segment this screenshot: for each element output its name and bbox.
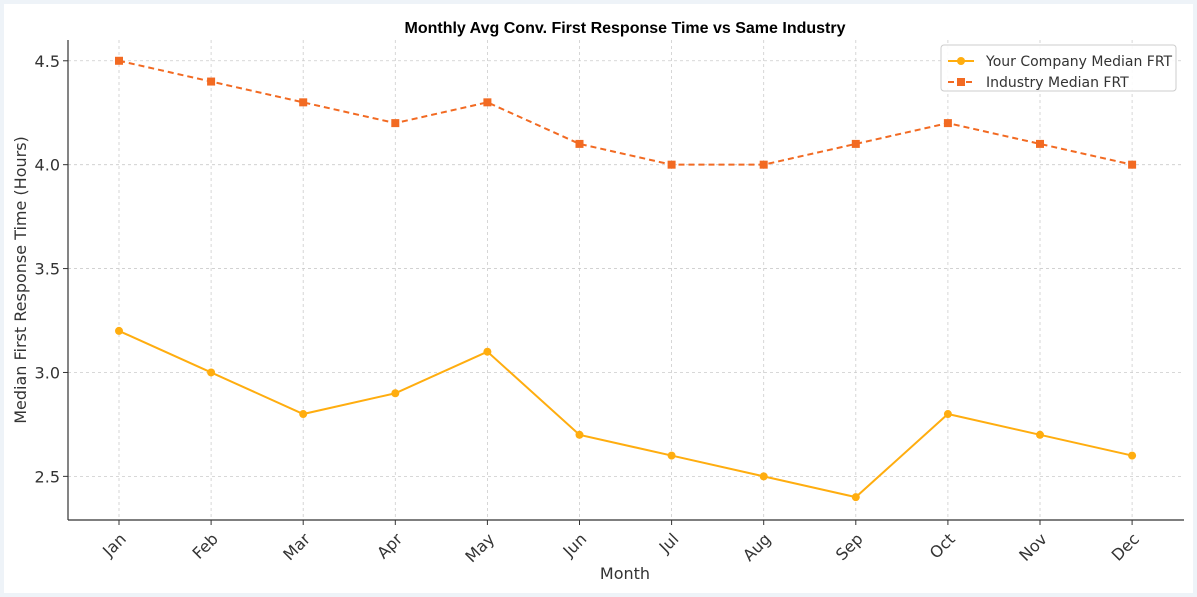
data-point [759, 160, 768, 169]
x-tick-label: Apr [373, 529, 406, 562]
y-tick-label: 3.5 [35, 260, 60, 279]
legend-box [940, 44, 1177, 92]
legend-entry: Your Company Median FRT [948, 54, 1173, 70]
x-tick-label: Mar [279, 529, 314, 564]
grid [68, 40, 1184, 520]
x-tick-label: Oct [926, 529, 959, 562]
data-point [483, 98, 492, 107]
chart-title: Monthly Avg Conv. First Response Time vs… [405, 20, 846, 37]
y-axis-ticks: 2.5 3.0 3.5 4.0 4.5 [35, 52, 68, 486]
legend: Your Company Median FRT Industry Median F… [940, 44, 1177, 92]
x-axis-ticks: Jan Feb Mar Apr May Jun Jul Aug Sep Oct Nov Dec [98, 520, 1143, 566]
data-point [943, 119, 952, 128]
x-tick-label: Jun [559, 529, 591, 561]
data-point [759, 472, 768, 481]
y-tick-label: 3.0 [35, 363, 60, 382]
data-point [1036, 430, 1044, 439]
series-layer [115, 56, 1137, 502]
data-point [115, 326, 123, 335]
x-tick-label: Dec [1108, 529, 1143, 564]
x-tick-label: Sep [832, 529, 867, 564]
series-2 [115, 56, 1137, 169]
data-point [299, 410, 308, 419]
x-tick-label: Aug [739, 529, 775, 565]
legend-marker [957, 78, 965, 86]
x-tick-label: Nov [1015, 529, 1051, 565]
series-1 [115, 326, 1137, 502]
data-point [391, 119, 400, 128]
legend-entries: Your Company Median FRT Industry Median F… [948, 54, 1173, 91]
legend-entry: Industry Median FRT [948, 75, 1129, 91]
x-tick-label: Jan [98, 529, 130, 561]
line-chart: Monthly Avg Conv. First Response Time vs… [11, 20, 1184, 583]
data-point [207, 368, 216, 377]
data-point [943, 410, 952, 419]
data-point [851, 493, 860, 502]
x-tick-label: May [461, 529, 498, 566]
series-line [118, 59, 1133, 166]
data-point [667, 160, 676, 169]
data-point [207, 77, 216, 86]
y-axis-label: Median First Response Time (Hours) [11, 136, 30, 424]
data-point [299, 98, 308, 107]
x-tick-label: Jul [655, 529, 683, 557]
data-point [575, 139, 584, 148]
data-point [483, 347, 492, 356]
series-line [118, 329, 1133, 499]
data-point [851, 139, 860, 148]
data-point [1128, 451, 1137, 460]
legend-marker [957, 57, 965, 65]
y-tick-label: 4.0 [35, 156, 60, 175]
data-point [1036, 139, 1044, 148]
legend-label: Your Company Median FRT [985, 54, 1173, 70]
x-axis-label: Month [600, 564, 650, 583]
data-point [1128, 160, 1137, 169]
x-tick-label: Feb [188, 529, 221, 562]
y-tick-label: 2.5 [35, 467, 60, 486]
axes [67, 40, 1184, 521]
chart-frame: Monthly Avg Conv. First Response Time vs… [4, 4, 1193, 593]
data-point [667, 451, 676, 460]
data-point [575, 430, 584, 439]
y-tick-label: 4.5 [35, 52, 60, 71]
legend-label: Industry Median FRT [986, 75, 1129, 91]
data-point [391, 389, 400, 398]
data-point [115, 56, 123, 65]
